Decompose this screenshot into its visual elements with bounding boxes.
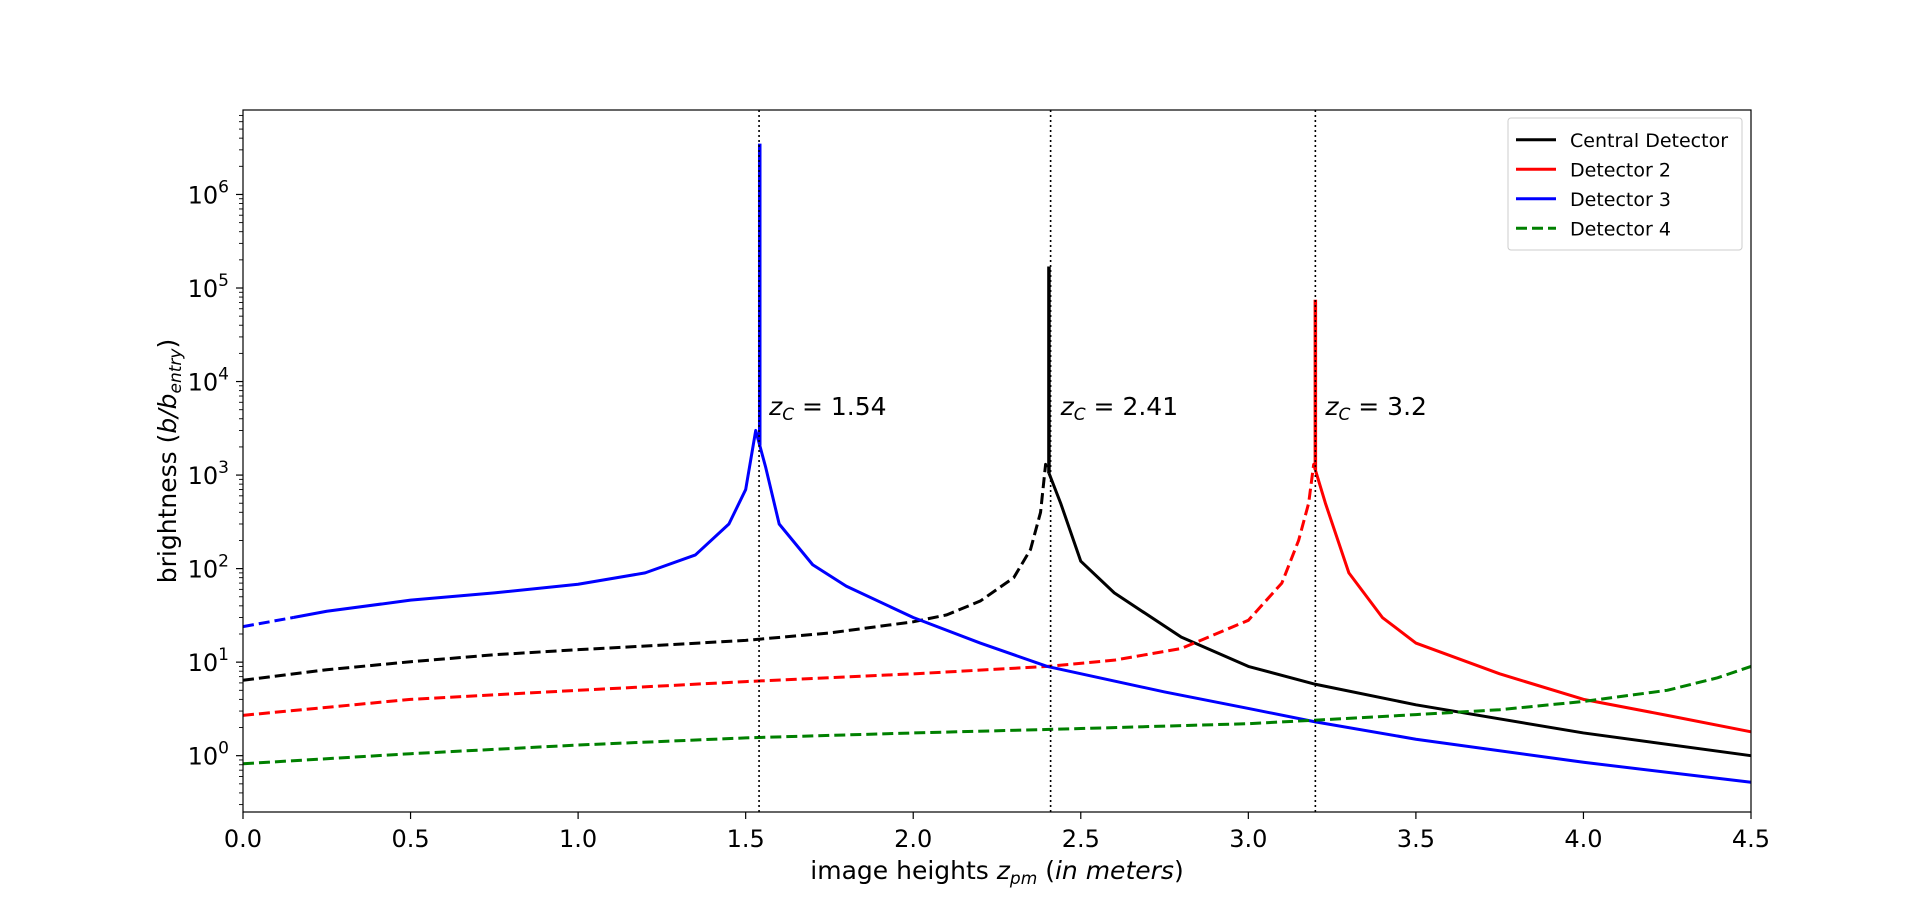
series-layer: [242, 143, 1752, 784]
series-dashed-segment: [242, 462, 1317, 717]
series-central-detector: [242, 266, 1752, 758]
legend-item: Detector 2: [1516, 159, 1671, 181]
y-axis-ticks: 100 101 102 103 104 105 106: [188, 114, 243, 806]
legend-item: Central Detector: [1516, 130, 1728, 152]
x-tick-label: 3.5: [1397, 825, 1435, 853]
critical-label: zC = 1.54: [768, 392, 887, 425]
x-tick-label: 2.5: [1062, 825, 1100, 853]
legend-label: Detector 4: [1570, 218, 1671, 240]
x-tick-label: 1.5: [727, 825, 765, 853]
series-solid-segment: [1313, 469, 1752, 734]
critical-label: zC = 2.41: [1060, 392, 1179, 425]
x-tick-label: 1.0: [559, 825, 597, 853]
critical-label: zC = 3.2: [1324, 392, 1427, 425]
x-tick-label: 2.0: [894, 825, 932, 853]
series-solid-segment: [292, 428, 1752, 784]
series-dashed-segment: [242, 665, 1752, 766]
x-tick-label: 4.5: [1732, 825, 1770, 853]
critical-lines: zC = 1.54 zC = 2.41 zC = 3.2: [758, 110, 1427, 812]
legend-item: Detector 4: [1516, 218, 1671, 240]
y-tick-label: 100: [188, 739, 229, 771]
y-axis-label: brightness (b/bentry): [153, 339, 186, 583]
legend-box: [1507, 117, 1743, 251]
x-tick-label: 0.0: [224, 825, 262, 853]
legend-label: Detector 3: [1570, 189, 1671, 211]
x-tick-label: 0.5: [391, 825, 429, 853]
plot-frame: [242, 109, 1752, 813]
x-tick-label: 3.0: [1229, 825, 1267, 853]
y-tick-label: 103: [188, 458, 229, 490]
legend: Central Detector Detector 2 Detector 3 Dete…: [1507, 117, 1743, 251]
y-tick-label: 106: [188, 177, 229, 209]
y-tick-label: 101: [188, 645, 229, 677]
legend-item: Detector 3: [1516, 189, 1671, 211]
x-tick-label: 4.0: [1564, 825, 1602, 853]
y-tick-label: 102: [188, 552, 229, 584]
y-tick-label: 105: [188, 271, 229, 303]
series-detector-2: [242, 299, 1752, 734]
x-axis-label: image heights zpm (in meters): [810, 856, 1183, 889]
series-solid-segment: [1047, 472, 1752, 758]
legend-label: Detector 2: [1570, 159, 1671, 181]
x-axis-ticks: 0.0 0.5 1.0 1.5 2.0 2.5 3.0 3.5 4.0 4.5: [224, 812, 1770, 853]
series-detector-4: [242, 665, 1752, 766]
series-dashed-segment: [242, 462, 1051, 682]
y-tick-label: 104: [188, 365, 229, 397]
legend-label: Central Detector: [1570, 130, 1728, 152]
series-dashed-segment: [242, 616, 294, 629]
